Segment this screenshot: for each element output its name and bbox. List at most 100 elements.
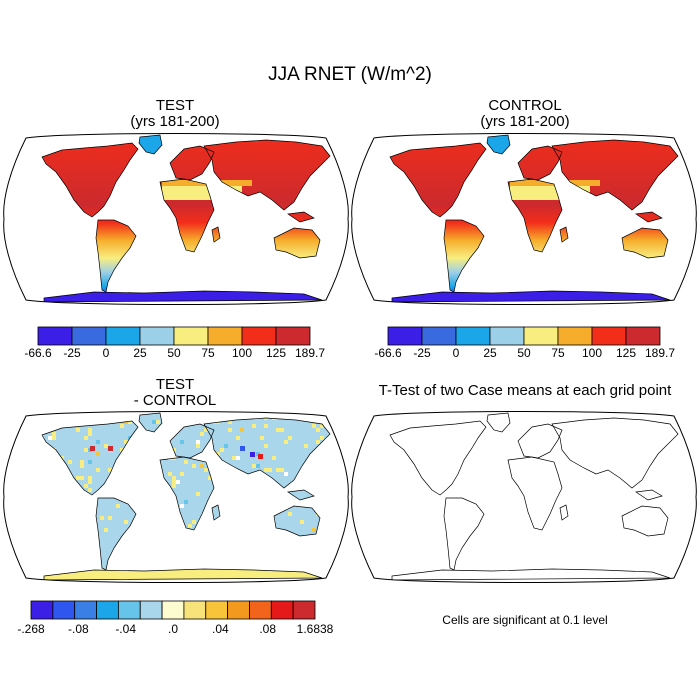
diff-cell [160,560,164,564]
diff-cell [168,416,172,420]
diff-cell [236,456,240,460]
colorbar-swatch [74,600,97,620]
greenland-patch [139,135,162,154]
coastline-southAmerica [443,497,485,571]
coastline-northAmerica [41,142,139,218]
diff-cell [172,564,176,568]
diff-cell [256,488,260,492]
diff-cell [28,408,32,412]
diff-cell [140,552,144,556]
diff-cell [336,432,340,436]
diff-cell [36,560,40,564]
diff-cell [248,520,252,524]
antarctica-patch [44,291,322,302]
diff-cell [140,556,144,560]
diff-cell [176,420,180,424]
diff-cell [96,452,100,456]
test-title: TEST [155,97,195,114]
diff-cell [112,552,116,556]
diff-cell [196,492,200,496]
diff-cell [20,472,24,476]
diff-cell [216,452,220,456]
coastline-southAmerica [95,497,137,571]
diff-cell [4,540,8,544]
coastline-northAmerica [389,142,487,218]
diff-cell [252,464,256,468]
diff-cell [320,472,324,476]
diff-cell [220,448,224,452]
diff-cell [44,564,48,568]
diff-cell [92,408,96,412]
test-map [3,133,349,305]
diff-cell [32,460,36,464]
diff-cell [88,476,92,480]
colorbar-label: 189.7 [294,346,326,360]
diff-cell [172,484,176,488]
diff-cell [312,548,316,552]
diff-cell [140,452,144,456]
colorbar-label: 75 [201,346,215,360]
diff-cell [172,448,176,452]
map-border [351,133,697,305]
colorbar-label: 1.6838 [296,622,334,636]
diff-cell [152,420,156,424]
diff-cell [264,468,268,472]
diff-cell [64,420,68,424]
antarctica-diff [44,569,322,580]
diff-cell [176,548,180,552]
diff-cell [260,564,264,568]
colorbar-swatch [96,600,119,620]
diff-cell [220,512,224,516]
diff-cell [68,480,72,484]
diff-colorbar [30,600,316,620]
diff-cell [4,448,8,452]
diff-cell [312,500,316,504]
diff-cell [160,560,164,564]
diff-cell [104,528,108,532]
diff-cell [84,532,88,536]
coastline-antarctica [391,290,671,303]
figure-title: JJA RNET (W/m^2) [268,64,432,85]
diff-cell [320,436,324,440]
diff-cell [100,408,104,412]
colorbar-swatch [205,600,229,620]
diff-cell [36,568,40,572]
diff-cell [344,492,348,496]
diff-cell [60,548,64,552]
diff-cell [228,560,232,564]
diff-cell [116,413,120,416]
colorbar-label: 125 [265,346,287,360]
diff-cell [52,468,56,472]
diff-cell [48,548,52,552]
diff-cell [56,568,60,572]
diff-cell [36,408,40,412]
diff-cell [32,484,36,488]
diff-cell [244,504,248,508]
diff-cell [300,520,304,524]
diff-cell [180,472,184,476]
diff-cell [228,492,232,496]
colorbar-swatch [249,600,272,620]
coastline-indonesia [287,211,315,223]
diff-cell [84,536,88,540]
diff-cell [32,492,36,496]
diff-cell [80,504,84,508]
diff-cell [32,416,36,420]
diff-cell [328,460,330,464]
map-border [351,411,697,583]
diff-cell [68,520,72,524]
diff-cell [88,516,92,520]
colorbar-label: -66.6 [24,346,52,360]
diff-cell [32,408,36,412]
diff-cell [324,448,328,452]
diff-cell [220,520,224,524]
diff-colorbar-labels: -.268 -.08 -.04 .0 .04 .08 1.6838 [17,622,333,636]
diff-cell [42,484,44,488]
diff-cell [168,472,172,476]
diff-cell [32,496,36,500]
colorbar-label: 0 [102,346,110,360]
diff-cell [52,436,56,440]
colorbar-swatch [139,600,163,620]
diff-hotspot [250,452,255,457]
diff-cell [176,516,180,520]
